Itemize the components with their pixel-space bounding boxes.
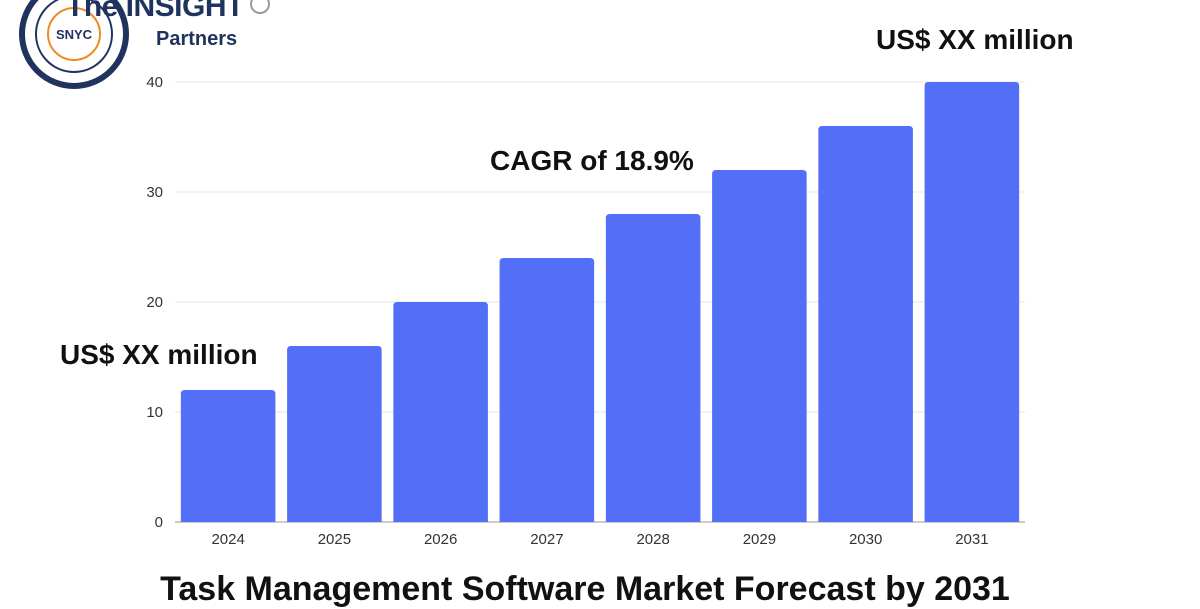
bar [180,390,276,522]
logo-seal: SNYC [19,0,129,89]
magnifier-icon [250,0,270,14]
x-tick-label: 2026 [424,531,457,548]
y-tick-label: 20 [146,294,163,311]
logo-partners-text: Partners [156,28,238,50]
x-tick-label: 2028 [636,531,669,548]
chart-title: Task Management Software Market Forecast… [160,570,1010,608]
logo-brand-text: The INSIGHT [66,0,244,23]
bar [605,214,701,522]
y-tick-label: 40 [146,74,163,91]
end-value-annotation: US$ XX million [876,24,1074,55]
start-value-annotation: US$ XX million [60,339,258,370]
bar [287,346,382,522]
y-tick-label: 0 [155,514,163,531]
x-tick-label: 2025 [318,531,351,548]
logo-seal-center: SNYC [56,27,93,42]
x-tick-label: 2027 [530,531,563,548]
bar [499,258,595,522]
x-tick-label: 2031 [955,531,988,548]
bar [924,82,1020,522]
bar [712,170,807,522]
bar [393,302,488,522]
x-tick-label: 2030 [849,531,882,548]
x-tick-label: 2029 [743,531,776,548]
y-tick-label: 30 [146,184,163,201]
y-tick-label: 10 [146,404,163,421]
x-tick-label: 2024 [211,531,244,548]
cagr-annotation: CAGR of 18.9% [490,145,694,176]
bar [818,126,913,522]
